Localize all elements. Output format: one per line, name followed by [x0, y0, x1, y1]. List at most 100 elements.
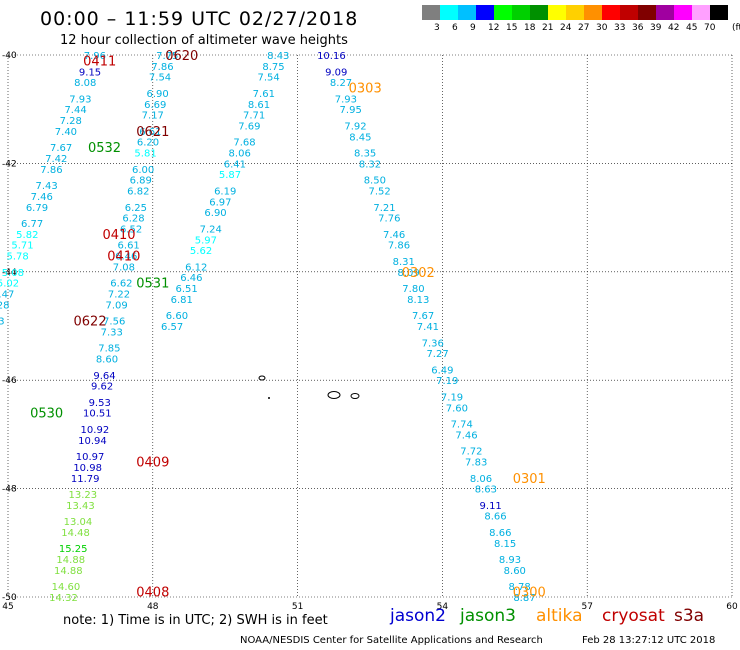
swh-value: 13.43 — [66, 501, 95, 512]
legend-label: 9 — [470, 23, 476, 33]
swh-value: 6.89 — [130, 176, 152, 187]
swh-value: 7.86 — [40, 165, 62, 176]
swh-value: 13.04 — [64, 517, 93, 528]
lon-tick-label: 54 — [437, 602, 449, 612]
lon-tick-label: 45 — [2, 602, 13, 612]
satellite-legend-altika: altika — [536, 606, 583, 626]
swh-value: 7.69 — [238, 121, 260, 132]
swh-value: 8.35 — [354, 149, 376, 160]
swh-value: 7.67 — [412, 311, 434, 322]
swh-value: 8.45 — [349, 132, 371, 143]
swh-value: 5.62 — [190, 246, 212, 257]
swh-value: 8.06 — [229, 149, 251, 160]
swh-value: 5.87 — [219, 170, 241, 181]
legend-label: 15 — [506, 23, 518, 33]
swh-value: 7.21 — [373, 203, 395, 214]
legend-swatch — [710, 5, 729, 20]
swh-value: 6.81 — [171, 295, 193, 306]
swh-value: 7.86 — [388, 241, 410, 252]
pass-time-label: 0300 — [513, 586, 546, 601]
swh-value: 7.47 — [0, 289, 14, 300]
swh-value: 7.08 — [113, 262, 135, 273]
swh-value: 7.19 — [436, 376, 458, 387]
swh-value: 6.77 — [21, 219, 43, 230]
swh-value: 7.33 — [101, 327, 123, 338]
page-title: 00:00 – 11:59 UTC 02/27/2018 — [40, 8, 359, 30]
satellite-legend-jason2: jason2 — [390, 606, 446, 626]
swh-value: 14.88 — [54, 566, 83, 577]
swh-value: 8.63 — [475, 485, 497, 496]
swh-value: 9.64 — [93, 371, 115, 382]
lon-tick-label: 48 — [147, 602, 159, 612]
swh-value: 8.31 — [393, 257, 415, 268]
swh-value: 8.27 — [330, 78, 352, 89]
swh-value: 8.75 — [262, 62, 284, 73]
swh-value: 7.42 — [45, 154, 67, 165]
swh-value: 5.08 — [2, 268, 24, 279]
legend-label: 27 — [578, 23, 590, 33]
swh-value: 8.60 — [504, 566, 526, 577]
credit-text: NOAA/NESDIS Center for Satellite Applica… — [240, 635, 543, 646]
swh-value: 8.08 — [74, 78, 96, 89]
swh-value: 7.95 — [340, 105, 362, 116]
legend-label: 21 — [542, 23, 554, 33]
swh-value: 7.93 — [69, 94, 91, 105]
swh-value: 7.19 — [441, 392, 463, 403]
swh-value: 8.43 — [267, 51, 289, 62]
swh-value: 6.28 — [0, 300, 9, 311]
swh-value: 7.52 — [369, 187, 391, 198]
swh-value: 6.90 — [146, 89, 168, 100]
swh-value: 9.53 — [89, 398, 111, 409]
pass-time-label: 0302 — [402, 266, 435, 281]
legend-label: 36 — [632, 23, 644, 33]
pass-time-label: 0531 — [136, 277, 169, 292]
lat-tick-label: -48 — [2, 485, 17, 495]
swh-value: 9.15 — [79, 67, 101, 78]
pass-time-label: 0621 — [136, 125, 169, 140]
pass-time-label: 0410 — [102, 228, 135, 243]
swh-value: 7.80 — [402, 284, 424, 295]
swh-value: 7.68 — [233, 138, 255, 149]
pass-time-label: 0409 — [136, 456, 169, 471]
swh-value: 6.46 — [115, 252, 137, 263]
swh-value: 5.02 — [0, 279, 19, 290]
swh-value: 7.71 — [243, 111, 265, 122]
swh-value: 15.25 — [59, 544, 88, 555]
swh-value: 8.09 — [397, 268, 419, 279]
swh-value: 6.25 — [125, 203, 147, 214]
swh-value: 5.97 — [195, 235, 217, 246]
swh-value: 8.61 — [248, 100, 270, 111]
swh-value: 8.87 — [513, 593, 535, 604]
legend-label: 70 — [704, 23, 716, 33]
pass-time-label: 0532 — [88, 141, 121, 156]
swh-value: 8.50 — [364, 176, 386, 187]
swh-value: 7.61 — [253, 89, 275, 100]
island-outline — [327, 391, 341, 399]
satellite-legend-jason3: jason3 — [460, 606, 516, 626]
swh-value: 7.67 — [50, 143, 72, 154]
swh-value: 8.15 — [494, 539, 516, 550]
swh-value: 6.41 — [224, 159, 246, 170]
swh-value: 6.20 — [137, 138, 159, 149]
swh-value: 7.40 — [55, 127, 77, 138]
swh-value: 7.24 — [200, 224, 222, 235]
swh-value: 7.46 — [455, 430, 477, 441]
swh-value: 14.88 — [56, 555, 85, 566]
swh-value: 7.43 — [35, 181, 57, 192]
swh-value: 7.85 — [98, 344, 120, 355]
swh-value: 6.28 — [122, 214, 144, 225]
satellite-legend-cryosat: cryosat — [602, 606, 665, 626]
swh-value: 6.82 — [127, 187, 149, 198]
pass-time-label: 0622 — [74, 315, 107, 330]
timestamp-text: Feb 28 13:27:12 UTC 2018 — [582, 635, 716, 646]
swh-value: 5.78 — [7, 252, 29, 263]
swh-value: 8.60 — [96, 355, 118, 366]
swh-value: 7.22 — [108, 289, 130, 300]
legend-label: 39 — [650, 23, 662, 33]
swh-value: 9.62 — [91, 382, 113, 393]
swh-value: 6.46 — [180, 273, 202, 284]
swh-value: 7.86 — [151, 62, 173, 73]
swh-value: 6.69 — [144, 100, 166, 111]
swh-value: 8.66 — [484, 512, 506, 523]
swh-value: 11.79 — [71, 474, 100, 485]
